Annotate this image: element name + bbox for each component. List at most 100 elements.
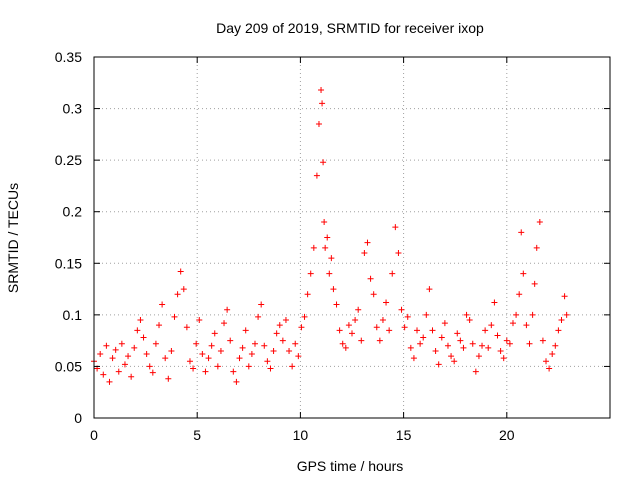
data-point: [261, 342, 268, 349]
data-point: [509, 320, 516, 327]
data-point: [292, 340, 299, 347]
data-point: [552, 342, 559, 349]
data-point: [336, 327, 343, 334]
data-point: [367, 275, 374, 282]
data-point: [140, 334, 147, 341]
data-point: [516, 291, 523, 298]
data-point: [485, 344, 492, 351]
data-point: [389, 270, 396, 277]
data-point: [118, 340, 125, 347]
data-point: [264, 358, 271, 365]
data-point: [558, 317, 565, 324]
data-point: [251, 340, 258, 347]
data-point: [426, 286, 433, 293]
data-point: [321, 219, 328, 226]
chart-title: Day 209 of 2019, SRMTID for receiver ixo…: [216, 20, 484, 36]
data-point: [526, 340, 533, 347]
data-point: [289, 363, 296, 370]
data-point: [383, 299, 390, 306]
data-point: [267, 365, 274, 372]
y-tick-label: 0.2: [63, 204, 83, 220]
data-point: [301, 313, 308, 320]
data-point: [352, 317, 359, 324]
data-point: [304, 291, 311, 298]
data-point: [137, 317, 144, 324]
data-point: [520, 270, 527, 277]
data-point: [183, 324, 190, 331]
data-point: [224, 306, 231, 313]
data-point: [106, 378, 113, 385]
data-point: [221, 320, 228, 327]
data-point: [529, 311, 536, 318]
data-point: [165, 375, 172, 382]
y-tick-label: 0.1: [63, 307, 83, 323]
data-point: [227, 337, 234, 344]
data-point: [482, 327, 489, 334]
data-point: [97, 351, 104, 358]
data-point: [401, 324, 408, 331]
data-point: [168, 347, 175, 354]
data-point: [328, 255, 335, 262]
data-point: [159, 301, 166, 308]
data-point: [398, 306, 405, 313]
data-point: [549, 351, 556, 358]
data-point: [546, 365, 553, 372]
data-point: [497, 347, 504, 354]
data-point: [386, 327, 393, 334]
data-point: [156, 322, 163, 329]
data-point: [373, 324, 380, 331]
x-tick-label: 10: [293, 427, 309, 443]
y-tick-label: 0.15: [55, 255, 82, 271]
y-axis-label: SRMTID / TECUs: [5, 183, 21, 293]
data-point: [131, 344, 138, 351]
data-point: [326, 270, 333, 277]
data-point: [202, 368, 209, 375]
data-point: [339, 340, 346, 347]
data-point: [438, 334, 445, 341]
x-tick-label: 0: [90, 427, 98, 443]
data-point: [248, 351, 255, 358]
data-point: [186, 358, 193, 365]
data-point: [199, 351, 206, 358]
data-point: [441, 320, 448, 327]
data-point: [457, 337, 464, 344]
data-point: [417, 340, 424, 347]
data-point: [435, 361, 442, 368]
data-point: [310, 244, 317, 251]
data-point: [255, 313, 262, 320]
data-point: [279, 337, 286, 344]
data-point: [109, 355, 116, 362]
data-point: [539, 337, 546, 344]
data-point: [322, 244, 329, 251]
data-point: [469, 340, 476, 347]
data-point: [112, 346, 119, 353]
data-point: [236, 355, 243, 362]
data-point: [364, 239, 371, 246]
data-point: [282, 317, 289, 324]
y-tick-label: 0.3: [63, 101, 83, 117]
data-point: [318, 87, 325, 94]
data-point: [451, 358, 458, 365]
y-tick-labels: 0 0.05 0.1 0.15 0.2 0.25 0.3 0.35: [55, 49, 82, 426]
data-point: [392, 224, 399, 231]
data-point: [152, 340, 159, 347]
plot-frame: [93, 56, 611, 419]
data-point: [162, 355, 169, 362]
data-point: [134, 327, 141, 334]
data-point: [286, 347, 293, 354]
data-point: [531, 280, 538, 287]
data-point: [245, 363, 252, 370]
data-point: [298, 324, 305, 331]
x-tick-labels: 0 5 10 15 20: [90, 427, 515, 443]
y-tick-label: 0.25: [55, 152, 82, 168]
data-point: [146, 363, 153, 370]
x-tick-label: 5: [193, 427, 201, 443]
data-point: [561, 293, 568, 300]
x-tick-label: 15: [396, 427, 412, 443]
data-point: [208, 342, 215, 349]
data-point: [472, 368, 479, 375]
data-point: [217, 347, 224, 354]
data-point: [432, 347, 439, 354]
data-point: [533, 244, 540, 251]
